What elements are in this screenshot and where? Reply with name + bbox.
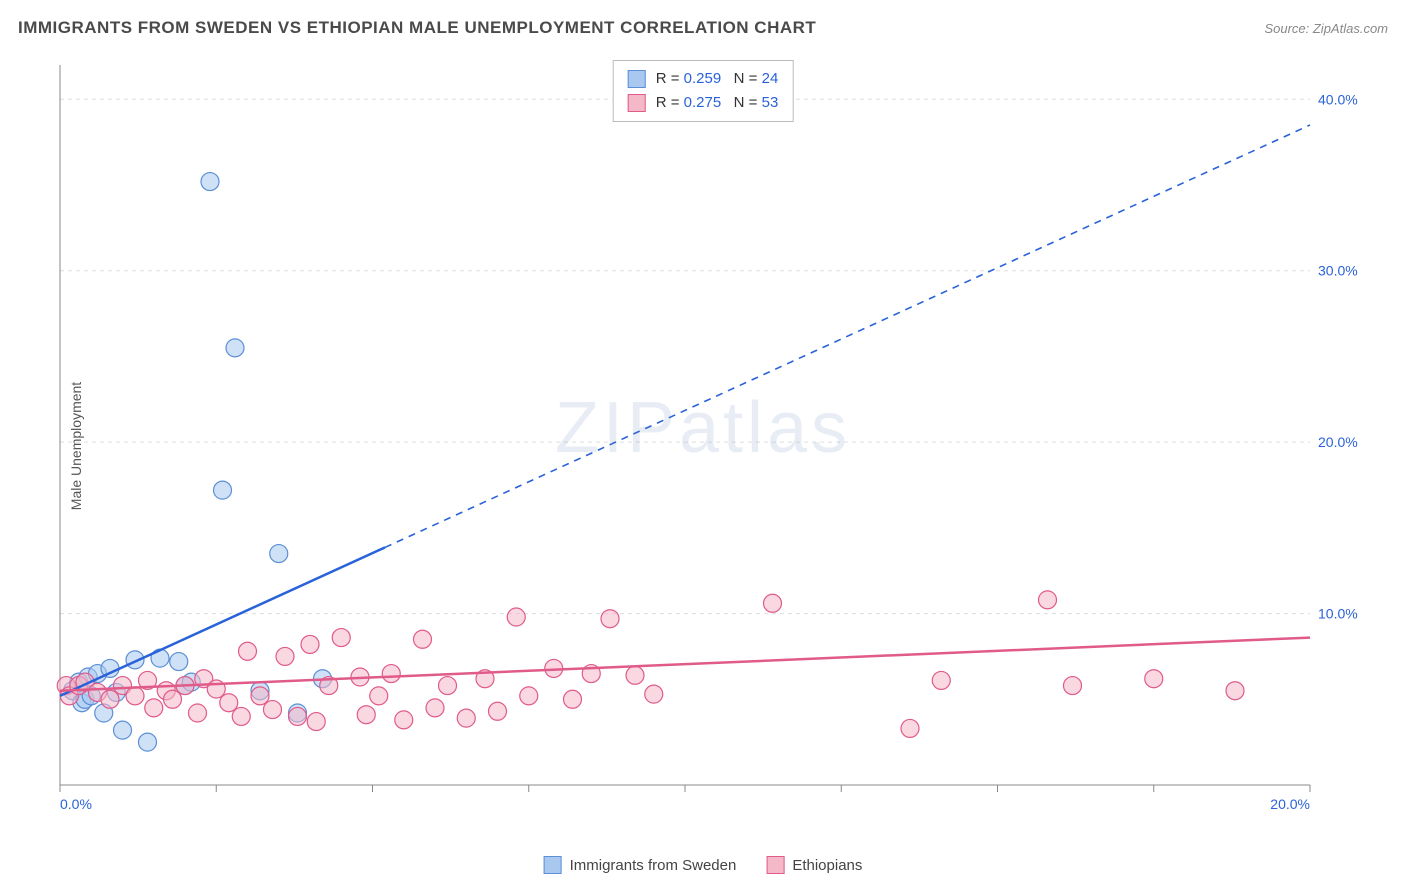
legend-r-value-sweden: 0.259: [684, 70, 722, 87]
legend-r-label: R = 0.275 N = 53: [656, 91, 779, 115]
title-bar: IMMIGRANTS FROM SWEDEN VS ETHIOPIAN MALE…: [18, 18, 1388, 38]
legend-row-ethiopians: R = 0.275 N = 53: [628, 91, 779, 115]
series-legend: Immigrants from Sweden Ethiopians: [544, 856, 863, 874]
legend-item-ethiopians: Ethiopians: [766, 856, 862, 874]
legend-n-value-ethiopians: 53: [762, 94, 779, 111]
scatter-chart: 10.0% 20.0% 30.0% 40.0% 0.0% 20.0%: [50, 55, 1370, 825]
svg-text:30.0%: 30.0%: [1318, 263, 1358, 279]
legend-row-sweden: R = 0.259 N = 24: [628, 67, 779, 91]
svg-text:0.0%: 0.0%: [60, 796, 92, 812]
svg-text:20.0%: 20.0%: [1318, 434, 1358, 450]
legend-item-sweden: Immigrants from Sweden: [544, 856, 737, 874]
legend-r-value-ethiopians: 0.275: [684, 94, 722, 111]
legend-swatch-ethiopians-icon: [766, 856, 784, 874]
legend-label-sweden: Immigrants from Sweden: [570, 857, 737, 874]
legend-r-label: R = 0.259 N = 24: [656, 67, 779, 91]
chart-svg: 10.0% 20.0% 30.0% 40.0% 0.0% 20.0%: [50, 55, 1370, 825]
svg-text:40.0%: 40.0%: [1318, 91, 1358, 107]
svg-text:10.0%: 10.0%: [1318, 606, 1358, 622]
legend-n-value-sweden: 24: [762, 70, 779, 87]
source-attribution: Source: ZipAtlas.com: [1264, 21, 1388, 36]
legend-swatch-ethiopians: [628, 94, 646, 112]
legend-swatch-sweden: [628, 70, 646, 88]
svg-text:20.0%: 20.0%: [1270, 796, 1310, 812]
correlation-legend: R = 0.259 N = 24 R = 0.275 N = 53: [613, 60, 794, 122]
chart-title: IMMIGRANTS FROM SWEDEN VS ETHIOPIAN MALE…: [18, 18, 816, 38]
legend-swatch-sweden-icon: [544, 856, 562, 874]
legend-label-ethiopians: Ethiopians: [792, 857, 862, 874]
